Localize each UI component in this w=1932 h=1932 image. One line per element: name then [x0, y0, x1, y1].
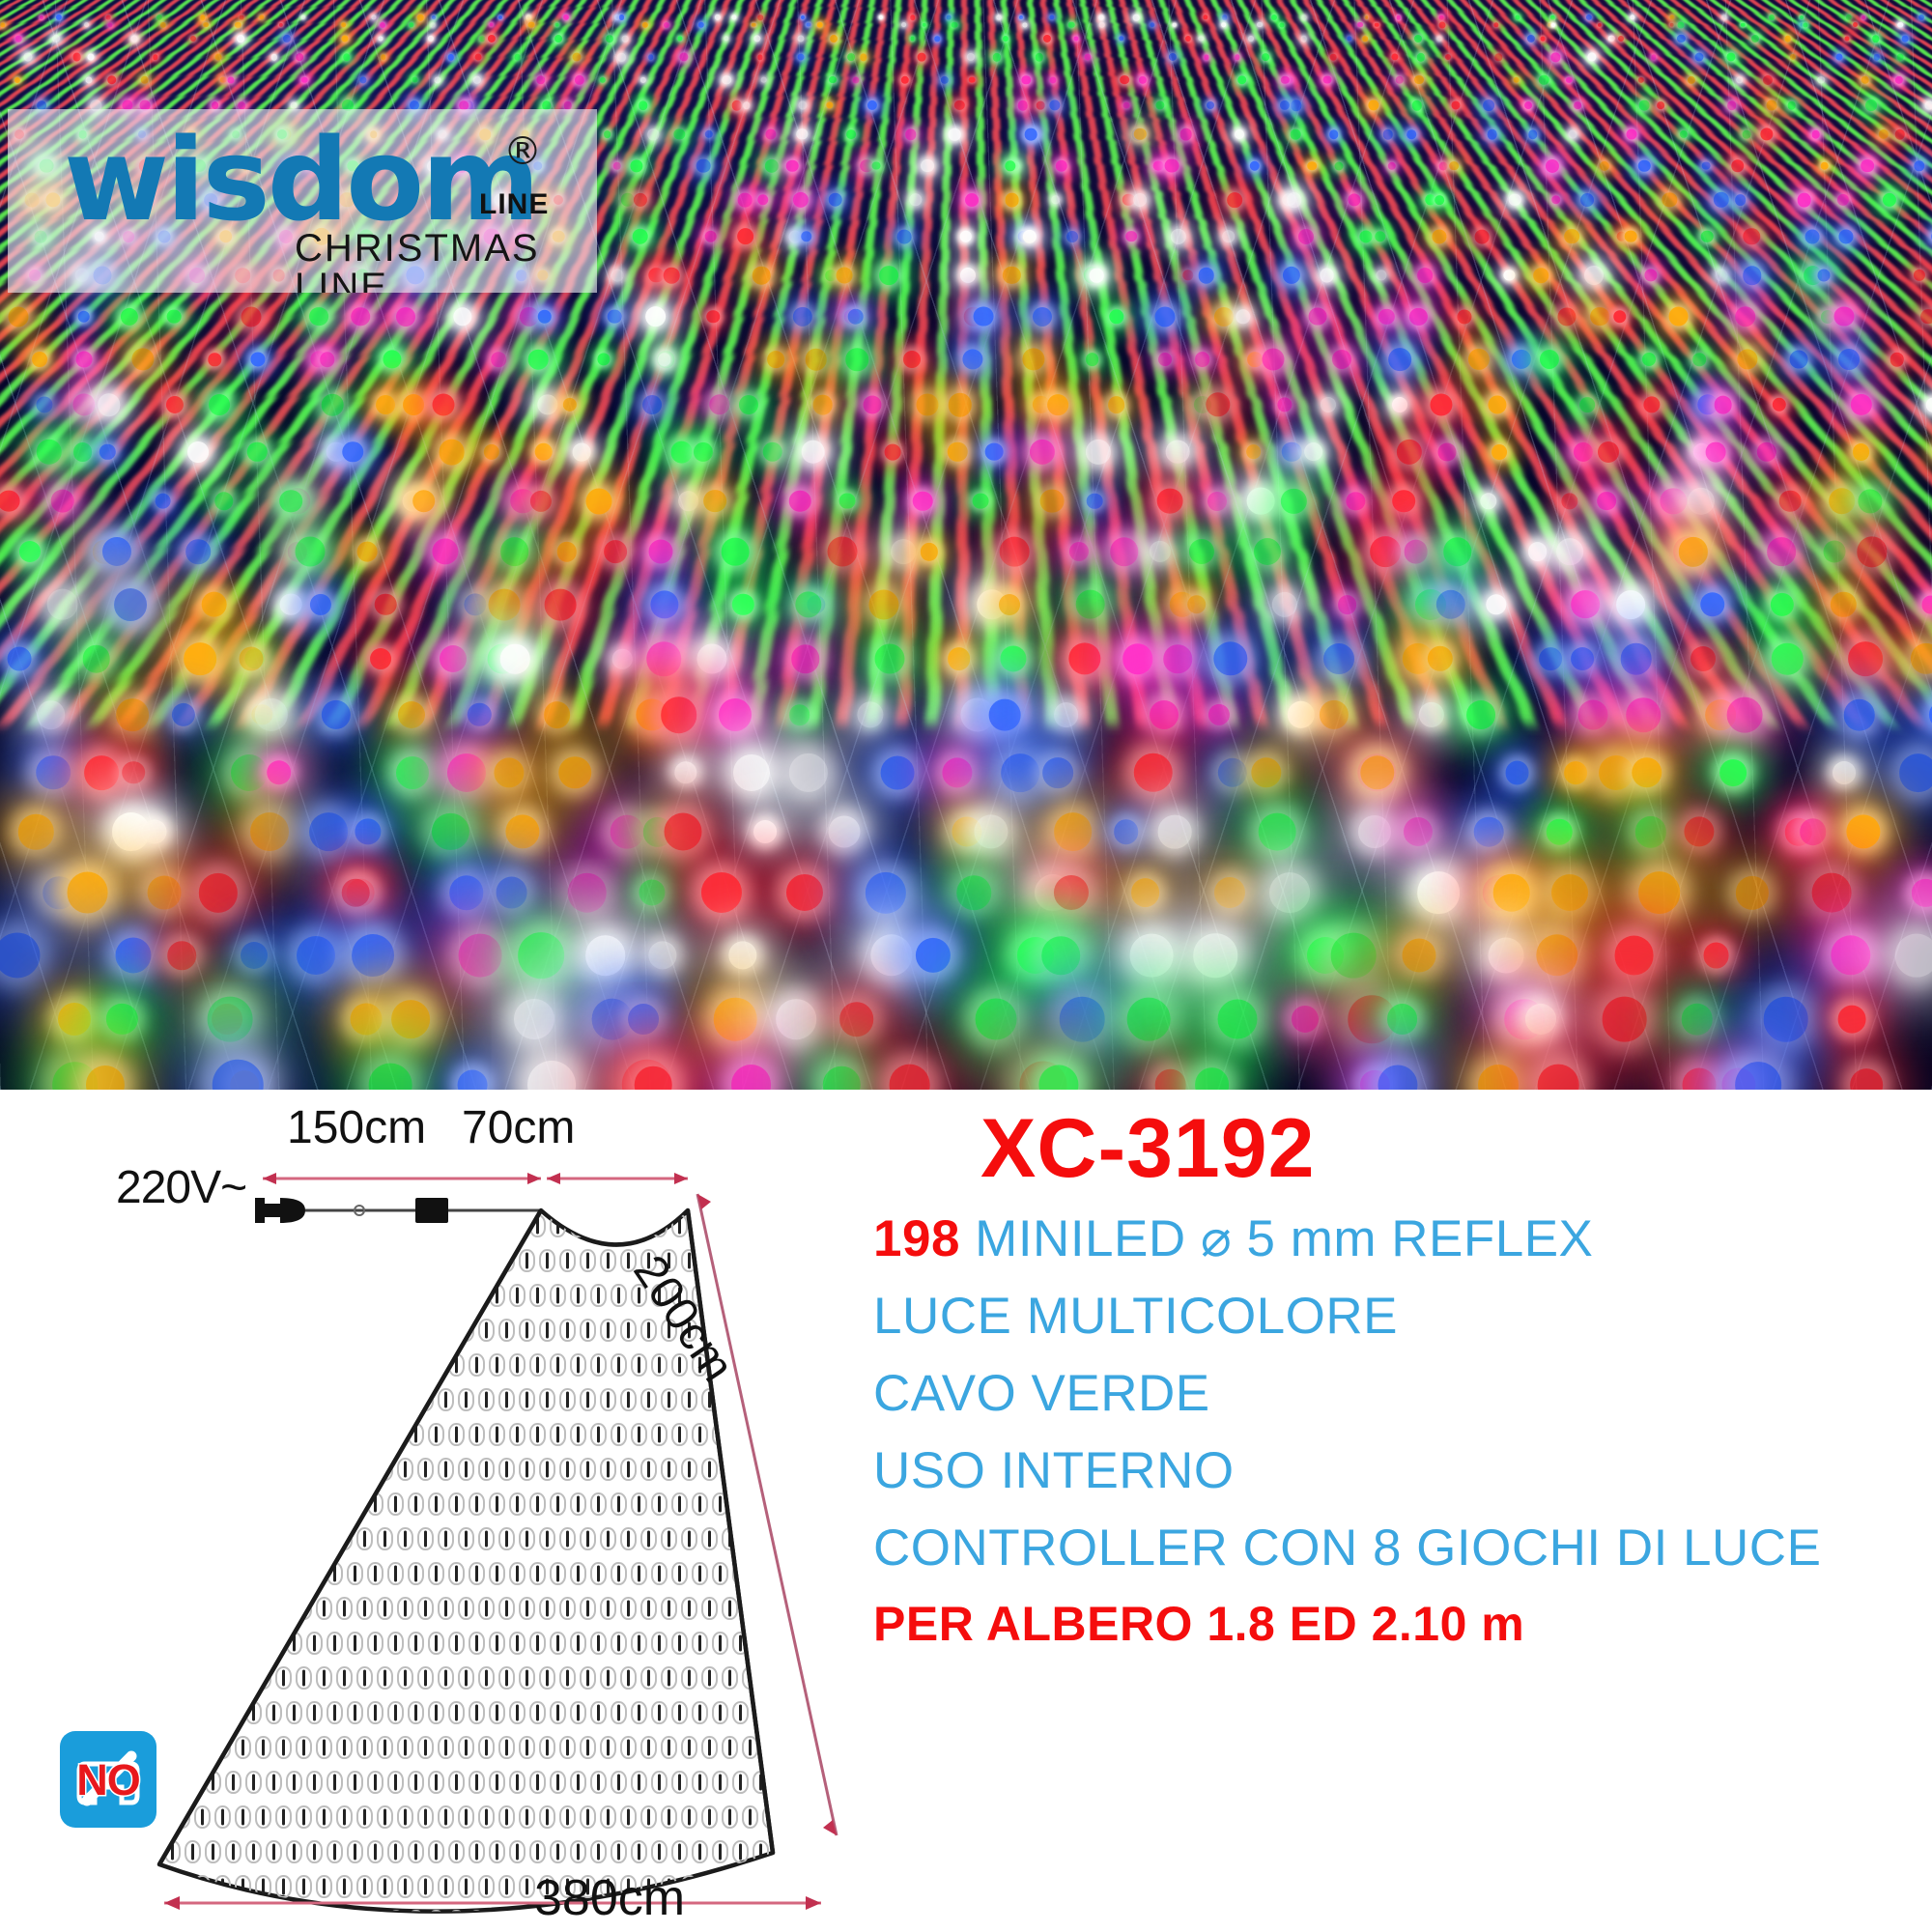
spec-line-usage: USO INTERNO — [873, 1442, 1235, 1499]
no-label: NO — [75, 1755, 143, 1804]
dimension-label-150cm: 150cm — [287, 1102, 427, 1153]
product-code: XC-3192 — [980, 1102, 1316, 1195]
dimension-line-380cm — [164, 1896, 821, 1910]
spec-line-controller: CONTROLLER CON 8 GIOCHI DI LUCE — [873, 1520, 1822, 1577]
no-outdoor-use-icon: NO — [60, 1731, 156, 1828]
controller-box-icon — [415, 1198, 448, 1223]
dimension-line-150cm — [263, 1173, 541, 1184]
specification-block: XC-3192 198 MINILED ⌀ 5 mm REFLEX LUCE M… — [869, 1090, 1932, 1932]
dimension-line-70cm — [547, 1173, 688, 1184]
spec-text-0: MINILED ⌀ 5 mm REFLEX — [975, 1210, 1594, 1267]
info-panel: XC-3192 198 MINILED ⌀ 5 mm REFLEX LUCE M… — [0, 1090, 1932, 1932]
brand-wordmark: wisdom — [64, 113, 540, 246]
spec-line-colour: LUCE MULTICOLORE — [873, 1288, 1398, 1345]
power-cable-and-plug — [255, 1198, 541, 1223]
brand-subtitle: CHRISTMAS LINE — [295, 227, 540, 293]
led-count: 198 — [873, 1210, 960, 1267]
brand-logo-panel: wisdom ® LINE CHRISTMAS LINE — [8, 109, 597, 293]
spec-line-miniled: 198 MINILED ⌀ 5 mm REFLEX — [873, 1213, 1593, 1264]
dimension-label-70cm: 70cm — [462, 1102, 576, 1153]
spec-line-tree-size: PER ALBERO 1.8 ED 2.10 m — [873, 1597, 1525, 1651]
registered-trademark-icon: ® — [503, 129, 542, 174]
dimension-label-380cm: 380cm — [534, 1870, 686, 1926]
product-photo: wisdom ® LINE CHRISTMAS LINE — [0, 0, 1932, 1090]
voltage-label: 220V~ — [116, 1162, 247, 1213]
spec-line-cable: CAVO VERDE — [873, 1365, 1210, 1422]
net-skirt-outline — [156, 1208, 776, 1914]
dimension-line-200cm — [696, 1193, 838, 1836]
brand-line-tag: LINE — [479, 188, 550, 220]
technical-diagram — [156, 1173, 838, 1914]
